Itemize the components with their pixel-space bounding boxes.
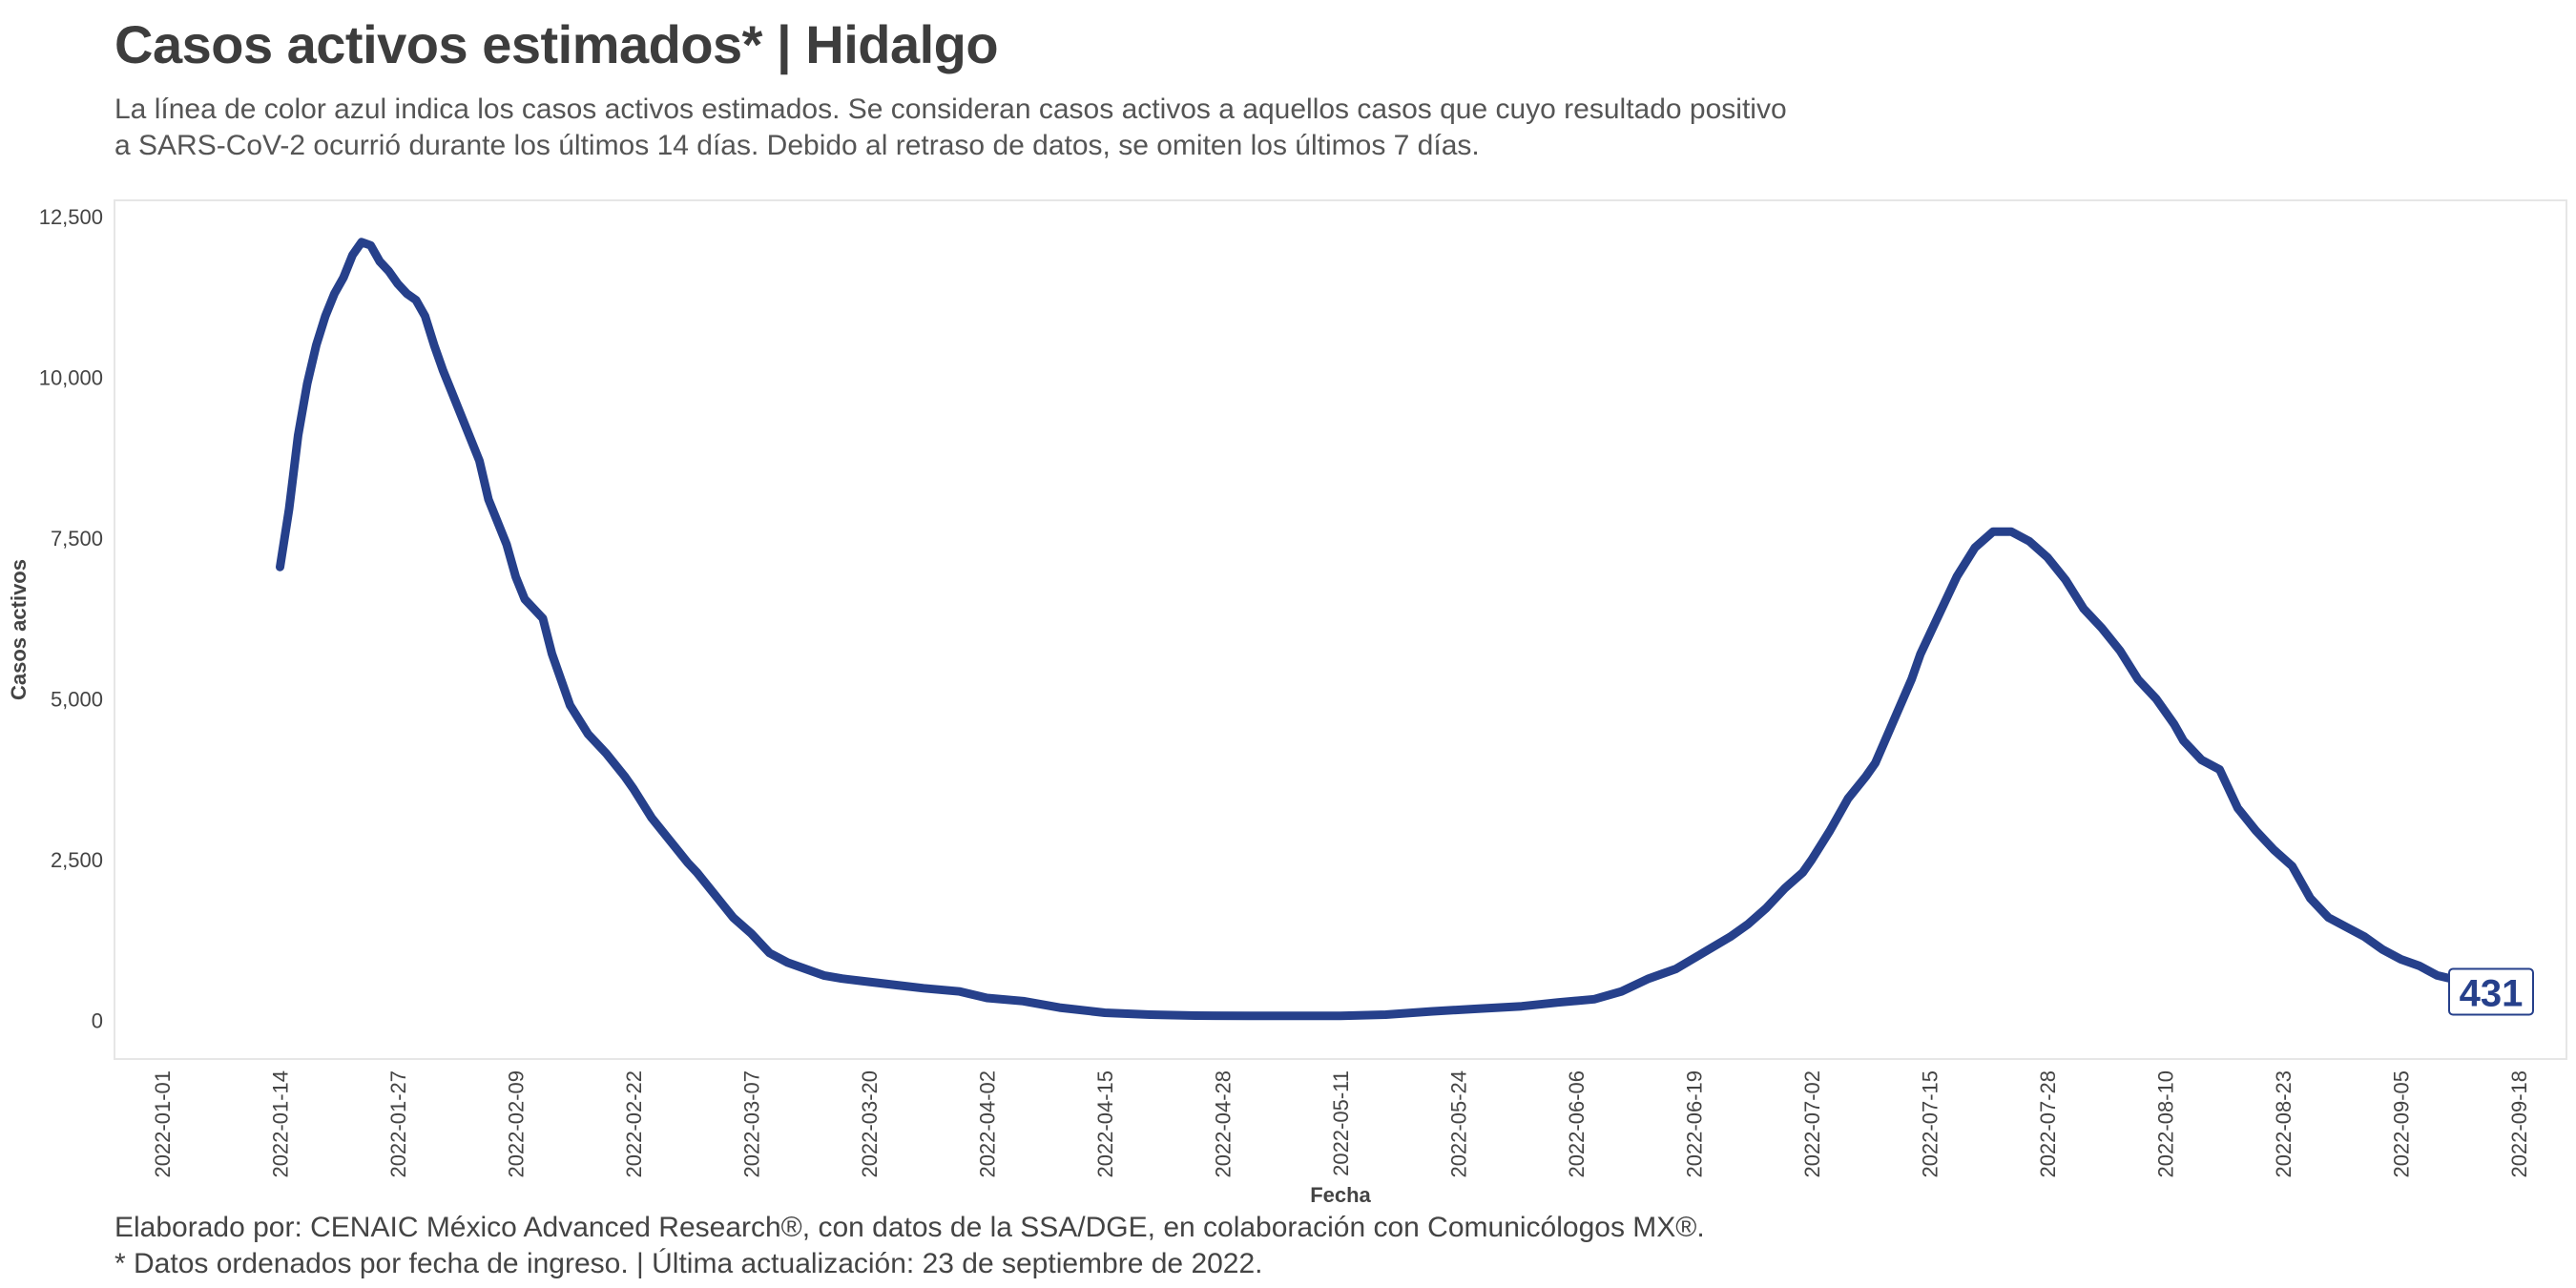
series-line	[276, 238, 2505, 1021]
y-tick-label: 5,000	[51, 687, 103, 711]
x-tick-label: 2022-07-28	[2036, 1070, 2060, 1178]
y-axis-title: Casos activos	[7, 559, 31, 700]
x-tick-label: 2022-09-05	[2390, 1070, 2414, 1178]
plot-panel	[114, 199, 2567, 1060]
y-tick-label: 10,000	[39, 365, 103, 389]
end-label-box	[2448, 967, 2534, 1016]
x-tick-label: 2022-03-07	[740, 1070, 764, 1178]
x-tick-label: 2022-01-27	[386, 1070, 410, 1178]
x-tick-label: 2022-02-22	[622, 1070, 646, 1178]
x-tick-label: 2022-04-02	[976, 1070, 1000, 1178]
y-tick-label: 12,500	[39, 205, 103, 229]
end-label: 431	[2448, 967, 2534, 1016]
footer: Elaborado por: CENAIC México Advanced Re…	[114, 1210, 1705, 1282]
y-tick-label: 7,500	[51, 527, 103, 551]
x-tick-label: 2022-08-23	[2272, 1070, 2296, 1178]
x-tick-label: 2022-07-02	[1800, 1070, 1824, 1178]
subtitle-line-2: a SARS-CoV-2 ocurrió durante los últimos…	[114, 130, 1480, 161]
x-tick-label: 2022-01-01	[151, 1070, 175, 1178]
x-tick-label: 2022-06-19	[1683, 1070, 1707, 1178]
x-tick-label: 2022-04-15	[1093, 1070, 1117, 1178]
end-label-text: 431	[2460, 972, 2524, 1014]
x-axis: 2022-01-01 2022-01-14 2022-01-27 2022-02-09…	[151, 1070, 2531, 1178]
chart-title: Casos activos estimados* | Hidalgo	[114, 14, 999, 74]
y-tick-label: 2,500	[51, 848, 103, 872]
x-axis-title: Fecha	[1310, 1183, 1371, 1207]
x-tick-label: 2022-05-24	[1447, 1070, 1471, 1178]
x-tick-label: 2022-05-11	[1329, 1070, 1353, 1176]
y-tick-label: 0	[92, 1009, 103, 1033]
x-tick-label: 2022-08-10	[2154, 1070, 2178, 1178]
x-tick-label: 2022-07-15	[1919, 1070, 1942, 1178]
chart-subtitle: La línea de color azul indica los casos …	[114, 92, 1927, 164]
x-tick-label: 2022-01-14	[269, 1070, 293, 1178]
x-tick-label: 2022-02-09	[505, 1070, 529, 1178]
footer-note: * Datos ordenados por fecha de ingreso. …	[114, 1248, 1263, 1279]
x-tick-label: 2022-03-20	[858, 1070, 882, 1178]
y-axis: 0 2,500 5,000 7,500 10,000 12,500	[39, 205, 103, 1033]
x-tick-label: 2022-06-06	[1565, 1070, 1589, 1178]
x-tick-label: 2022-04-28	[1212, 1070, 1236, 1178]
x-tick-label: 2022-09-18	[2507, 1070, 2531, 1178]
subtitle-line-1: La línea de color azul indica los casos …	[114, 93, 1787, 125]
footer-credits: Elaborado por: CENAIC México Advanced Re…	[114, 1212, 1705, 1243]
